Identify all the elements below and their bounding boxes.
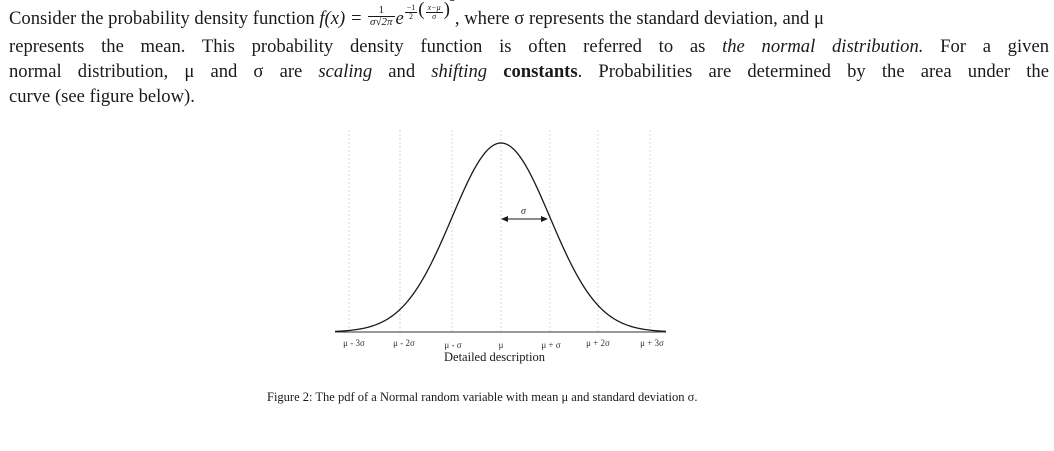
scaling-term: scaling [318, 61, 373, 82]
formula-exponent: −12(x−μσ)2 [404, 0, 455, 21]
bell-curve [334, 142, 667, 333]
paragraph-line-1: Consider the probability density functio… [9, 0, 1049, 34]
intro-paragraph: Consider the probability density functio… [9, 0, 1049, 109]
constants-term: constants [503, 61, 578, 82]
after-formula-text: , where σ represents the standard deviat… [454, 8, 824, 29]
shifting-term: shifting [431, 61, 488, 82]
tick-label-plus-sigma: μ + σ [541, 340, 560, 350]
normal-distribution-figure: σ μ - 3σ μ - 2σ μ - σ μ μ + σ μ + 2σ μ +… [334, 130, 667, 350]
fx-label: f(x) = [319, 8, 363, 29]
tick-label-minus-3sigma: μ - 3σ [343, 338, 365, 348]
tick-labels: μ - 3σ μ - 2σ μ - σ μ μ + σ μ + 2σ μ + 3… [343, 338, 664, 350]
sigma-label: σ [521, 206, 527, 217]
formula-fraction: 1 σ√2π [368, 4, 395, 29]
sigma-arrow [501, 216, 548, 222]
tick-label-plus-2sigma: μ + 2σ [586, 338, 610, 348]
intro-text: Consider the probability density functio… [9, 8, 320, 29]
paragraph-line-4: curve (see figure below). [9, 86, 195, 107]
tick-label-minus-2sigma: μ - 2σ [393, 338, 415, 348]
tick-label-plus-3sigma: μ + 3σ [640, 338, 664, 348]
figure-caption: Figure 2: The pdf of a Normal random var… [267, 390, 698, 404]
formula-e: e [395, 8, 404, 29]
detailed-description-link[interactable]: Detailed description [444, 350, 546, 364]
paragraph-line-2: represents the mean. This probability de… [9, 36, 1049, 57]
tick-label-mean: μ [499, 340, 504, 350]
paragraph-line-3: normal distribution, μ and σ are scaling… [9, 61, 1049, 82]
tick-label-minus-sigma: μ - σ [444, 340, 461, 350]
grid-lines [348, 130, 651, 332]
normal-distribution-term: the normal distribution. [722, 36, 924, 57]
